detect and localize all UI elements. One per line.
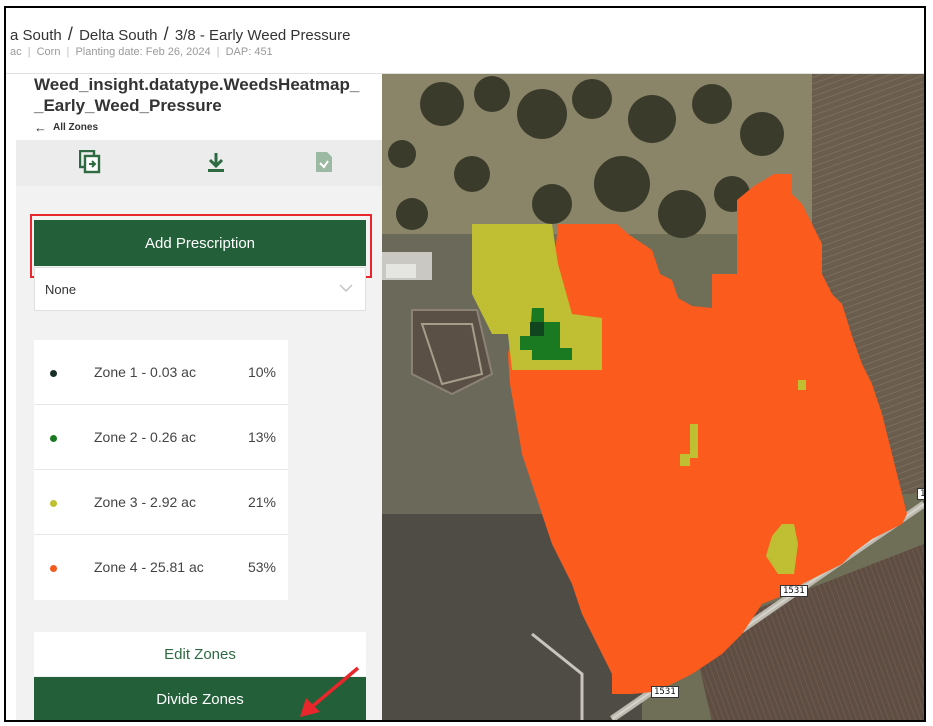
layer-title: Weed_insight.datatype.WeedsHeatmap_ _Ear… <box>34 74 359 116</box>
zone-label: Zone 2 - 0.26 ac <box>94 429 196 445</box>
field-crop: Corn <box>36 46 61 58</box>
breadcrumb-field[interactable]: Delta South <box>79 27 158 44</box>
zone-1-area <box>530 322 544 336</box>
layer-title-line1: Weed_insight.datatype.WeedsHeatmap_ <box>34 75 360 94</box>
page-header: a South / Delta South / 3/8 - Early Weed… <box>6 8 924 74</box>
add-prescription-button[interactable]: Add Prescription <box>34 220 366 266</box>
copy-icon <box>79 150 101 174</box>
arrow-left-icon: ← <box>34 120 47 135</box>
zone-color-dot <box>50 500 57 507</box>
road-label: 1531 <box>651 686 679 698</box>
zone-item[interactable]: Zone 2 - 0.26 ac 13% <box>34 405 288 470</box>
download-button[interactable] <box>202 148 230 176</box>
zone-color-dot <box>50 565 57 572</box>
zone-percent: 53% <box>247 559 276 575</box>
zone-4-area <box>508 174 907 694</box>
panel-toolbar <box>16 140 382 186</box>
map-edge-label: 1 <box>917 488 924 500</box>
planting-date: Planting date: Feb 26, 2024 <box>75 46 211 58</box>
edit-zones-button[interactable]: Edit Zones <box>34 632 366 676</box>
info-divider: | <box>216 46 220 58</box>
zone-color-dot <box>50 435 57 442</box>
export-file-button[interactable] <box>310 148 338 176</box>
info-divider: | <box>66 46 70 58</box>
zone-percent: 21% <box>247 494 276 510</box>
chevron-down-icon <box>339 284 353 293</box>
app-window: a South / Delta South / 3/8 - Early Weed… <box>4 6 926 722</box>
file-icon <box>316 152 332 172</box>
zone-item[interactable]: Zone 3 - 2.92 ac 21% <box>34 470 288 535</box>
days-after-planting: DAP: 451 <box>225 46 273 58</box>
download-icon <box>208 153 224 172</box>
heatmap <box>472 174 907 694</box>
satellite-map[interactable]: 1531 1531 1 <box>382 74 924 720</box>
zones-panel: Weed_insight.datatype.WeedsHeatmap_ _Ear… <box>16 74 382 720</box>
zone-3-patch <box>766 524 798 574</box>
zone-percent: 10% <box>247 364 276 380</box>
info-divider: | <box>27 46 31 58</box>
breadcrumb-current: 3/8 - Early Weed Pressure <box>174 27 351 44</box>
zone-3-patch <box>798 380 806 390</box>
zone-item[interactable]: Zone 1 - 0.03 ac 10% <box>34 340 288 405</box>
select-value: None <box>45 281 77 297</box>
zone-2-area <box>520 308 572 360</box>
zone-color-dot <box>50 370 57 377</box>
road-label: 1531 <box>780 585 808 597</box>
breadcrumb: a South / Delta South / 3/8 - Early Weed… <box>10 24 350 45</box>
zone-3-patch <box>690 424 698 458</box>
zone-percent: 13% <box>247 429 276 445</box>
layer-title-line2: _Early_Weed_Pressure <box>34 96 222 115</box>
map-canvas <box>382 74 924 720</box>
prescription-select[interactable]: None <box>34 267 366 311</box>
zone-label: Zone 3 - 2.92 ac <box>94 494 196 510</box>
back-label: All Zones <box>53 122 99 133</box>
panel-header: Weed_insight.datatype.WeedsHeatmap_ _Ear… <box>16 74 382 140</box>
zone-3-area <box>472 224 602 370</box>
field-area: ac <box>10 46 22 58</box>
zone-3-patch <box>680 454 690 466</box>
breadcrumb-separator: / <box>67 24 73 44</box>
zones-list: Zone 1 - 0.03 ac 10% Zone 2 - 0.26 ac 13… <box>34 340 288 600</box>
zone-item[interactable]: Zone 4 - 25.81 ac 53% <box>34 535 288 600</box>
trees <box>388 76 784 238</box>
divide-zones-button[interactable]: Divide Zones <box>34 677 366 720</box>
zone-label: Zone 4 - 25.81 ac <box>94 559 204 575</box>
copy-button[interactable] <box>76 148 104 176</box>
zone-label: Zone 1 - 0.03 ac <box>94 364 196 380</box>
breadcrumb-separator: / <box>163 24 169 44</box>
breadcrumb-farm[interactable]: a South <box>10 27 62 44</box>
back-to-all-zones[interactable]: ← All Zones <box>34 120 98 135</box>
field-info: ac | Corn | Planting date: Feb 26, 2024 … <box>10 46 273 58</box>
